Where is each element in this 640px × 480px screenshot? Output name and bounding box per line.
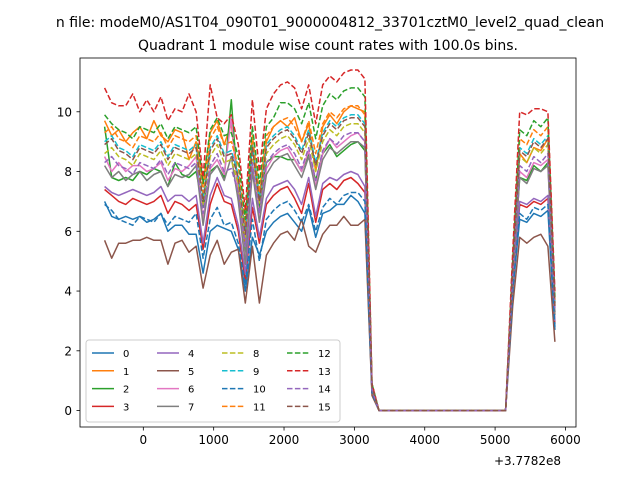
legend-label-15: 15 [318, 402, 331, 413]
x-tick-label: 1000 [198, 433, 229, 447]
legend-label-7: 7 [188, 402, 194, 413]
legend-label-1: 1 [123, 367, 129, 378]
legend-label-11: 11 [253, 402, 266, 413]
x-tick-label: 6000 [550, 433, 581, 447]
chart-title: Quadrant 1 module wise count rates with … [138, 38, 518, 54]
legend-label-8: 8 [253, 349, 259, 360]
plot-area [79, 57, 577, 428]
y-axis-ticks: 0 2 4 6 8 10 [57, 105, 80, 418]
legend-box [85, 339, 341, 423]
x-axis-offset-label: +3.7782e8 [494, 454, 561, 468]
legend-label-9: 9 [253, 367, 259, 378]
y-tick-label: 6 [64, 225, 72, 239]
series-line-14 [104, 131, 556, 412]
legend-label-6: 6 [188, 385, 194, 396]
series-line-10 [104, 191, 556, 412]
legend-label-13: 13 [318, 367, 331, 378]
figure-suptitle: n file: modeM0/AS1T04_090T01_9000004812_… [56, 15, 604, 31]
y-tick-label: 2 [64, 344, 72, 358]
legend-label-3: 3 [123, 402, 129, 413]
series-line-9 [104, 114, 556, 412]
series-lines [103, 69, 556, 412]
series-line-15 [104, 117, 556, 412]
legend-label-12: 12 [318, 349, 331, 360]
y-tick-label: 0 [64, 404, 72, 418]
x-tick-label: 0 [139, 433, 147, 447]
legend-label-2: 2 [123, 385, 129, 396]
y-tick-label: 8 [64, 165, 72, 179]
x-axis-ticks: 0 1000 2000 3000 4000 5000 6000 [139, 427, 581, 447]
legend-label-5: 5 [188, 367, 194, 378]
x-tick-label: 4000 [409, 433, 440, 447]
y-tick-label: 10 [57, 105, 72, 119]
legend-label-4: 4 [188, 349, 194, 360]
legend-label-0: 0 [123, 349, 129, 360]
y-tick-label: 4 [64, 285, 72, 299]
x-tick-label: 2000 [269, 433, 300, 447]
axes-frame [79, 57, 577, 428]
x-tick-label: 3000 [339, 433, 370, 447]
legend-label-10: 10 [253, 385, 266, 396]
x-tick-label: 5000 [480, 433, 511, 447]
legend-label-14: 14 [318, 385, 331, 396]
